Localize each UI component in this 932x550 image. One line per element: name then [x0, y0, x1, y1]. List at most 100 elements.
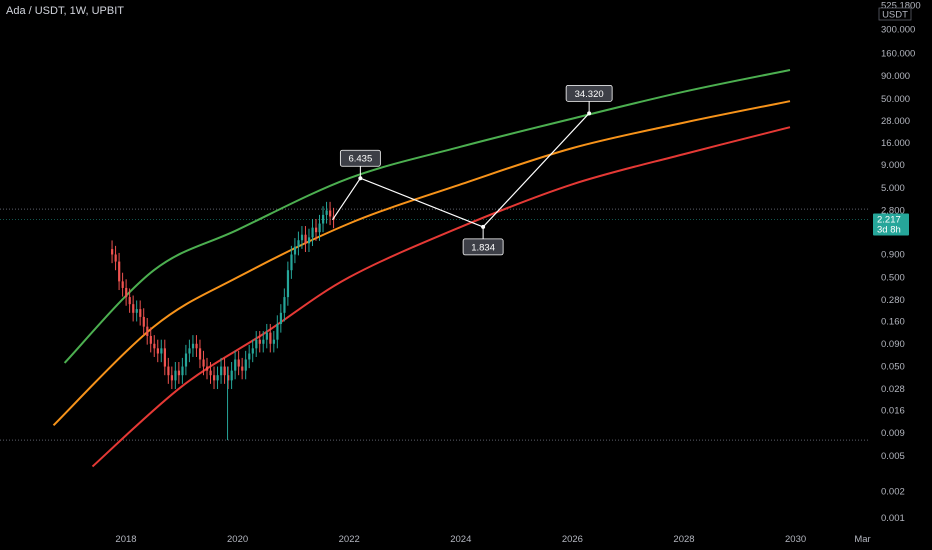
candle-body	[128, 297, 131, 305]
annotation-label-box	[462, 238, 504, 256]
y-tick-label: 525.1800	[881, 1, 921, 12]
candle-body	[230, 370, 233, 381]
y-tick-label: 0.005	[881, 451, 905, 462]
green-band-curve	[63, 69, 791, 364]
last-price-value: 2.217	[877, 215, 901, 226]
candle-body	[300, 234, 304, 241]
y-tick-label: 0.016	[881, 406, 905, 417]
y-tick-label: 0.009	[881, 428, 905, 439]
y-tick-label: 16.000	[881, 138, 910, 149]
x-tick-label: 2028	[673, 534, 694, 545]
candle-body	[177, 370, 181, 376]
candle-body	[118, 261, 121, 282]
candle-body	[223, 366, 226, 376]
candle-body	[132, 304, 135, 313]
candle-body	[111, 249, 114, 255]
candle-body	[142, 316, 145, 327]
candle-body	[262, 339, 265, 344]
annotation-label-box	[339, 149, 381, 167]
candle-body	[234, 359, 237, 371]
candle-body	[174, 370, 177, 381]
y-tick-label: 0.090	[881, 339, 905, 350]
y-tick-label: 0.050	[881, 362, 905, 373]
candle-body	[318, 223, 321, 233]
y-tick-label: 0.001	[881, 513, 905, 524]
y-tick-label: 2.800	[881, 206, 905, 217]
candle-body	[290, 254, 293, 271]
y-tick-label: 5.000	[881, 183, 905, 194]
chart-title: Ada / USDT, 1W, UPBIT	[6, 5, 124, 17]
candle-body	[304, 234, 307, 244]
x-tick-label: 2022	[339, 534, 360, 545]
y-tick-label: 0.160	[881, 316, 905, 327]
annotation-label-box	[565, 84, 613, 102]
candle-body	[125, 287, 128, 298]
candle-body	[114, 254, 117, 262]
candle-body	[139, 309, 142, 317]
y-tick-label: 0.002	[881, 486, 905, 497]
candle-body	[241, 366, 244, 371]
candle-body	[293, 246, 297, 255]
x-tick-label: 2030	[785, 534, 806, 545]
candle-body	[307, 237, 311, 244]
last-price-tag	[873, 213, 909, 236]
candle-body	[167, 366, 170, 376]
candle-body	[272, 339, 275, 344]
candle-body	[121, 281, 124, 288]
x-tick-label: 2024	[450, 534, 471, 545]
y-tick-label: 300.000	[881, 24, 915, 35]
annotation-label: 6.435	[348, 154, 372, 165]
y-tick-label: 50.000	[881, 94, 910, 105]
orange-band-curve	[52, 100, 791, 427]
candle-body	[265, 332, 268, 340]
candle-body	[163, 348, 166, 367]
candle-body	[216, 375, 219, 381]
candle-body	[258, 339, 261, 344]
candle-body	[248, 353, 251, 360]
candle-body	[329, 210, 332, 217]
y-tick-label: 160.000	[881, 49, 915, 60]
y-tick-label: 0.280	[881, 295, 905, 306]
candle-body	[209, 370, 212, 376]
candle-body	[184, 353, 188, 367]
countdown-value: 3d 8h	[877, 225, 901, 236]
y-tick-label: 0.900	[881, 250, 905, 261]
candle-body	[276, 323, 279, 340]
candle-body	[153, 343, 156, 349]
candle-body	[244, 359, 247, 371]
candle-body	[220, 366, 223, 376]
candle-body	[188, 348, 191, 354]
candle-body	[314, 227, 318, 233]
currency-label: USDT	[882, 10, 908, 21]
y-tick-label: 0.028	[881, 384, 905, 395]
candle-body	[160, 348, 163, 354]
annotation-label: 34.320	[575, 89, 604, 100]
candle-body	[195, 343, 198, 349]
candle-body	[149, 335, 152, 344]
y-tick-label: 9.000	[881, 160, 905, 171]
candle-body	[156, 348, 159, 354]
candle-body	[269, 332, 272, 344]
candle-body	[286, 270, 290, 298]
red-band-curve	[91, 126, 791, 468]
candle-body	[135, 309, 138, 313]
candle-body	[227, 375, 230, 381]
candle-body	[322, 214, 325, 224]
candle-body	[311, 227, 314, 238]
currency-box	[878, 7, 912, 21]
candle-body	[325, 210, 328, 215]
y-tick-label: 90.000	[881, 71, 910, 82]
candle-body	[205, 366, 209, 371]
y-tick-label: 0.500	[881, 272, 905, 283]
candle-body	[213, 375, 216, 381]
x-tick-label: Mar	[854, 534, 870, 545]
annotation-label: 1.834	[471, 242, 495, 253]
candle-body	[297, 240, 300, 247]
x-tick-label: 2018	[115, 534, 136, 545]
candle-body	[198, 348, 202, 360]
y-tick-label: 28.000	[881, 116, 910, 127]
candle-body	[191, 343, 195, 349]
candle-body	[251, 348, 254, 354]
candle-body	[202, 359, 205, 367]
